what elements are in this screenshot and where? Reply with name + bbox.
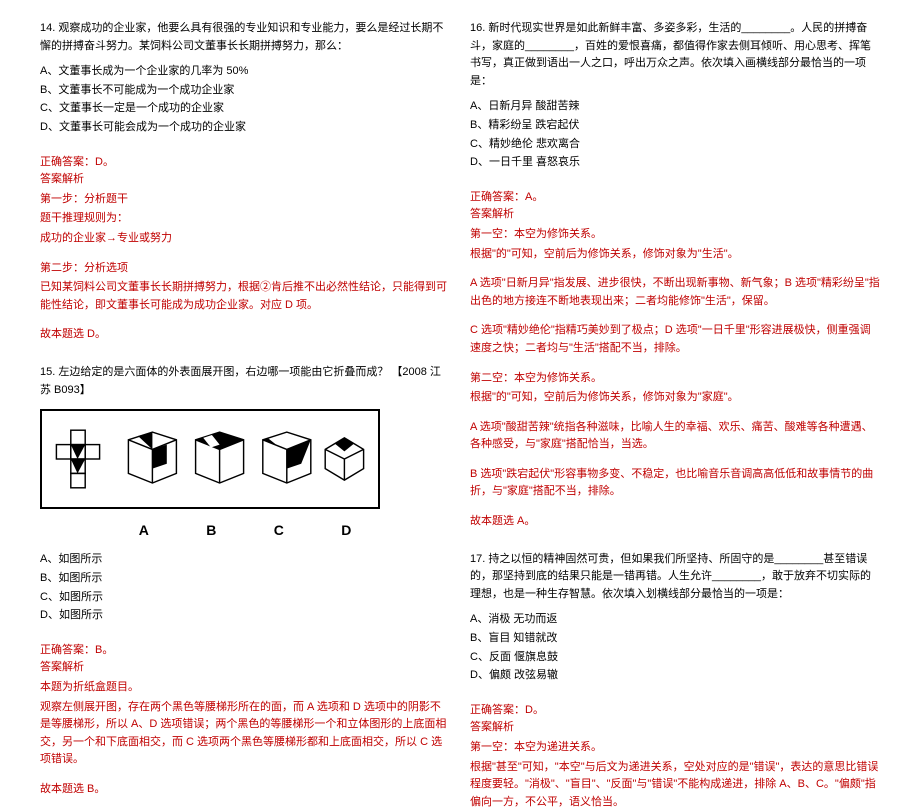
q17-opt-c: C、反面 偃旗息鼓 [470,649,880,667]
cube-unfold-diagram [42,411,378,507]
cube-option-b-icon [196,432,244,483]
q17-opt-b: B、盲目 知错就改 [470,630,880,648]
q15-explain-label: 答案解析 [40,659,450,677]
q16-opt-b: B、精彩纷呈 跌宕起伏 [470,117,880,135]
q15-type: 本题为折纸盒题目。 [40,679,450,697]
q17-stem: 17. 持之以恒的精神固然可贵，但如果我们所坚持、所固守的是________甚至… [470,551,880,604]
q14-opt-d: D、文董事长可能会成为一个成功的企业家 [40,119,450,137]
q16-rel2: 根据"的"可知，空前后为修饰关系，修饰对象为"家庭"。 [470,389,880,407]
q14-stem: 14. 观察成功的企业家，他要么具有很强的专业知识和专业能力，要么是经过长期不懈… [40,20,450,55]
q17-analysis: 根据"甚至"可知，"本空"与后文为递进关系，空处对应的是"错误"，表达的意思比错… [470,759,880,811]
q14-step1: 第一步：分析题干 [40,191,450,209]
label-c: C [245,519,313,541]
q16-ab: A 选项"日新月异"指发展、进步很快，不断出现新事物、新气象；B 选项"精彩纷呈… [470,275,880,310]
q14-conclusion: 故本题选 D。 [40,326,450,344]
q16-cd: C 选项"精妙绝伦"指精巧美妙到了极点；D 选项"一日千里"形容进展极快，侧重强… [470,322,880,357]
q17-opt-d: D、偏颇 改弦易辙 [470,667,880,685]
q15-opt-a: A、如图所示 [40,551,450,569]
label-a: A [110,519,178,541]
q17-explain-label: 答案解析 [470,719,880,737]
q17-blank1: 第一空：本空为递进关系。 [470,739,880,757]
label-b: B [178,519,246,541]
q14-logic: 成功的企业家→专业或努力 [40,230,450,248]
q15-opt-c: C、如图所示 [40,589,450,607]
q14-opt-b: B、文董事长不可能成为一个成功企业家 [40,82,450,100]
question-15: 15. 左边给定的是六面体的外表面展开图，右边哪一项能由它折叠而成？ 【2008… [40,364,450,799]
q16-answer: 正确答案：A。 [470,189,880,207]
q16-conclusion: 故本题选 A。 [470,513,880,531]
q16-blank2: 第二空：本空为修饰关系。 [470,370,880,388]
q14-step2: 第二步：分析选项 [40,260,450,278]
cube-option-a-icon [128,432,176,483]
q15-conclusion: 故本题选 B。 [40,781,450,799]
q15-opt-d: D、如图所示 [40,607,450,625]
q15-opt-b: B、如图所示 [40,570,450,588]
q16-stem: 16. 新时代现实世界是如此新鲜丰富、多姿多彩，生活的________。人民的拼… [470,20,880,90]
q16-explain-label: 答案解析 [470,206,880,224]
q15-stem: 15. 左边给定的是六面体的外表面展开图，右边哪一项能由它折叠而成？ 【2008… [40,364,450,399]
q15-figure [40,409,380,509]
q17-opt-a: A、消极 无功而返 [470,611,880,629]
cube-option-c-icon [263,432,311,483]
q14-analysis: 已知某饲料公司文董事长长期拼搏努力，根据②肯后推不出必然性结论，只能得到可能性结… [40,279,450,314]
q16-b-detail: B 选项"跌宕起伏"形容事物多变、不稳定，也比喻音乐音调高高低低和故事情节的曲折… [470,466,880,501]
q15-figure-labels: A B C D [40,519,380,541]
q14-answer: 正确答案：D。 [40,154,450,172]
q16-rel1: 根据"的"可知，空前后为修饰关系，修饰对象为"生活"。 [470,246,880,264]
label-d: D [313,519,381,541]
q14-explain-label: 答案解析 [40,171,450,189]
question-17: 17. 持之以恒的精神固然可贵，但如果我们所坚持、所固守的是________甚至… [470,551,880,811]
cube-net-icon [56,430,99,488]
q16-a-detail: A 选项"酸甜苦辣"统指各种滋味，比喻人生的幸福、欢乐、痛苦、酸难等各种遭遇、各… [470,419,880,454]
q15-analysis: 观察左侧展开图，存在两个黑色等腰梯形所在的面，而 A 选项和 D 选项中的阴影不… [40,699,450,769]
q16-opt-c: C、精妙绝伦 悲欢离合 [470,136,880,154]
cube-option-d-icon [325,438,363,480]
q16-opt-a: A、日新月异 酸甜苦辣 [470,98,880,116]
q16-blank1: 第一空：本空为修饰关系。 [470,226,880,244]
question-14: 14. 观察成功的企业家，他要么具有很强的专业知识和专业能力，要么是经过长期不懈… [40,20,450,344]
q14-opt-a: A、文董事长成为一个企业家的几率为 50% [40,63,450,81]
q14-opt-c: C、文董事长一定是一个成功的企业家 [40,100,450,118]
q17-answer: 正确答案：D。 [470,702,880,720]
q16-opt-d: D、一日千里 喜怒哀乐 [470,154,880,172]
q14-rule: 题干推理规则为： [40,210,450,228]
question-16: 16. 新时代现实世界是如此新鲜丰富、多姿多彩，生活的________。人民的拼… [470,20,880,531]
